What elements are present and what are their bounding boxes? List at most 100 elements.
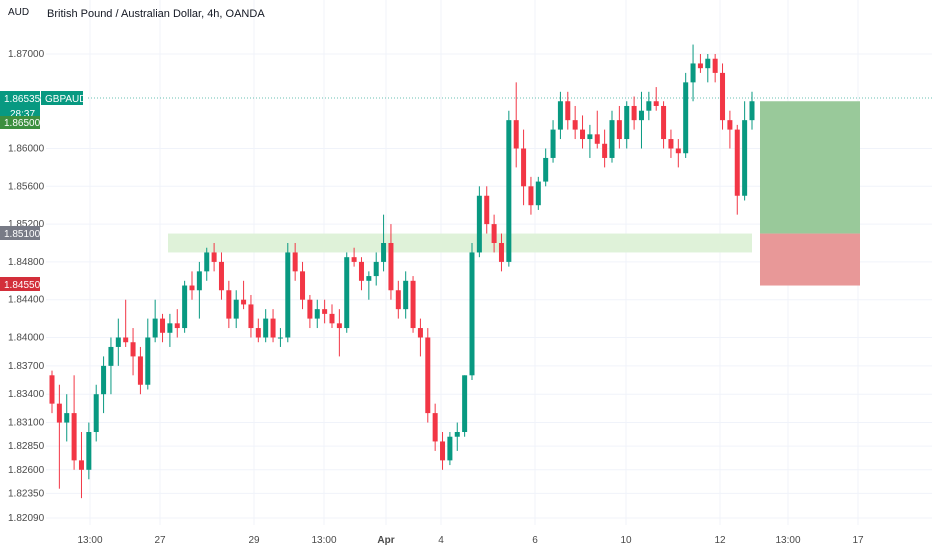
candle[interactable] — [661, 101, 667, 149]
candle[interactable] — [167, 313, 173, 347]
candle[interactable] — [56, 384, 62, 489]
candle[interactable] — [211, 243, 217, 272]
candle[interactable] — [705, 54, 711, 83]
candle[interactable] — [683, 72, 689, 158]
candle[interactable] — [521, 129, 527, 206]
candle[interactable] — [388, 224, 394, 300]
candle[interactable] — [720, 63, 726, 130]
candle[interactable] — [270, 309, 276, 343]
candle[interactable] — [277, 328, 283, 347]
candle[interactable] — [638, 91, 644, 149]
candle[interactable] — [572, 105, 578, 140]
candle[interactable] — [690, 44, 696, 102]
candle[interactable] — [440, 432, 446, 470]
candle[interactable] — [535, 176, 541, 210]
candle[interactable] — [697, 54, 703, 73]
candle[interactable] — [248, 294, 254, 338]
candle[interactable] — [263, 309, 269, 343]
candle[interactable] — [336, 309, 342, 357]
candle[interactable] — [130, 328, 136, 376]
candle[interactable] — [712, 54, 718, 83]
candle[interactable] — [749, 91, 755, 130]
candle[interactable] — [300, 261, 306, 310]
candle[interactable] — [395, 280, 401, 319]
candle[interactable] — [498, 233, 504, 272]
candle[interactable] — [358, 257, 364, 291]
candle[interactable] — [484, 186, 490, 234]
candle[interactable] — [115, 318, 121, 366]
candle[interactable] — [233, 290, 239, 329]
candle[interactable] — [506, 110, 512, 267]
candle[interactable] — [101, 356, 107, 414]
candle[interactable] — [145, 318, 151, 390]
candle[interactable] — [476, 186, 482, 258]
candle[interactable] — [727, 110, 733, 149]
candle[interactable] — [226, 280, 232, 329]
candle[interactable] — [241, 280, 247, 310]
candle[interactable] — [447, 432, 453, 466]
candle[interactable] — [587, 124, 593, 158]
candle[interactable] — [410, 276, 416, 333]
candle[interactable] — [594, 110, 600, 149]
candle[interactable] — [631, 96, 637, 130]
candle[interactable] — [123, 299, 129, 347]
candle[interactable] — [675, 139, 681, 168]
candle[interactable] — [491, 214, 497, 253]
candle[interactable] — [624, 101, 630, 149]
candle[interactable] — [469, 243, 475, 381]
candle[interactable] — [329, 304, 335, 329]
candle[interactable] — [196, 261, 202, 319]
candle[interactable] — [64, 394, 70, 442]
candle[interactable] — [609, 110, 615, 163]
candle[interactable] — [513, 82, 519, 168]
candle[interactable] — [307, 294, 313, 329]
candle[interactable] — [742, 101, 748, 201]
candle[interactable] — [557, 91, 563, 140]
candle[interactable] — [314, 299, 320, 329]
candle[interactable] — [550, 120, 556, 163]
candles-layer[interactable] — [49, 44, 755, 499]
candle[interactable] — [417, 318, 423, 357]
candle[interactable] — [432, 403, 438, 451]
candle[interactable] — [152, 299, 158, 343]
candle[interactable] — [528, 176, 534, 215]
candle[interactable] — [565, 91, 571, 130]
candle[interactable] — [373, 252, 379, 286]
candle[interactable] — [403, 271, 409, 319]
candle[interactable] — [285, 243, 291, 343]
candle[interactable] — [78, 432, 84, 499]
candle[interactable] — [322, 299, 328, 324]
candle[interactable] — [137, 346, 143, 395]
candle[interactable] — [292, 243, 298, 281]
candle[interactable] — [580, 115, 586, 149]
candle[interactable] — [454, 422, 460, 451]
candle[interactable] — [668, 129, 674, 158]
candle[interactable] — [543, 148, 549, 187]
candle[interactable] — [71, 375, 77, 470]
candle[interactable] — [425, 328, 431, 423]
candle[interactable] — [734, 124, 740, 215]
candle[interactable] — [366, 271, 372, 300]
candle[interactable] — [108, 337, 114, 395]
candle[interactable] — [204, 247, 210, 281]
long-position-stop-area[interactable] — [760, 233, 860, 286]
candle[interactable] — [49, 370, 55, 414]
candle[interactable] — [93, 384, 99, 442]
candle[interactable] — [351, 247, 357, 267]
long-position-profit-area[interactable] — [760, 101, 860, 234]
candle[interactable] — [182, 280, 188, 333]
candle[interactable] — [160, 313, 166, 343]
candle[interactable] — [462, 375, 468, 437]
candle[interactable] — [616, 105, 622, 149]
candle[interactable] — [86, 422, 92, 480]
candle[interactable] — [174, 309, 180, 338]
candle[interactable] — [653, 87, 659, 111]
candle[interactable] — [381, 214, 387, 272]
candle[interactable] — [344, 252, 350, 333]
candle[interactable] — [602, 129, 608, 168]
candle[interactable] — [218, 252, 224, 300]
candle[interactable] — [646, 91, 652, 121]
candle[interactable] — [255, 318, 261, 343]
candle[interactable] — [189, 271, 195, 300]
